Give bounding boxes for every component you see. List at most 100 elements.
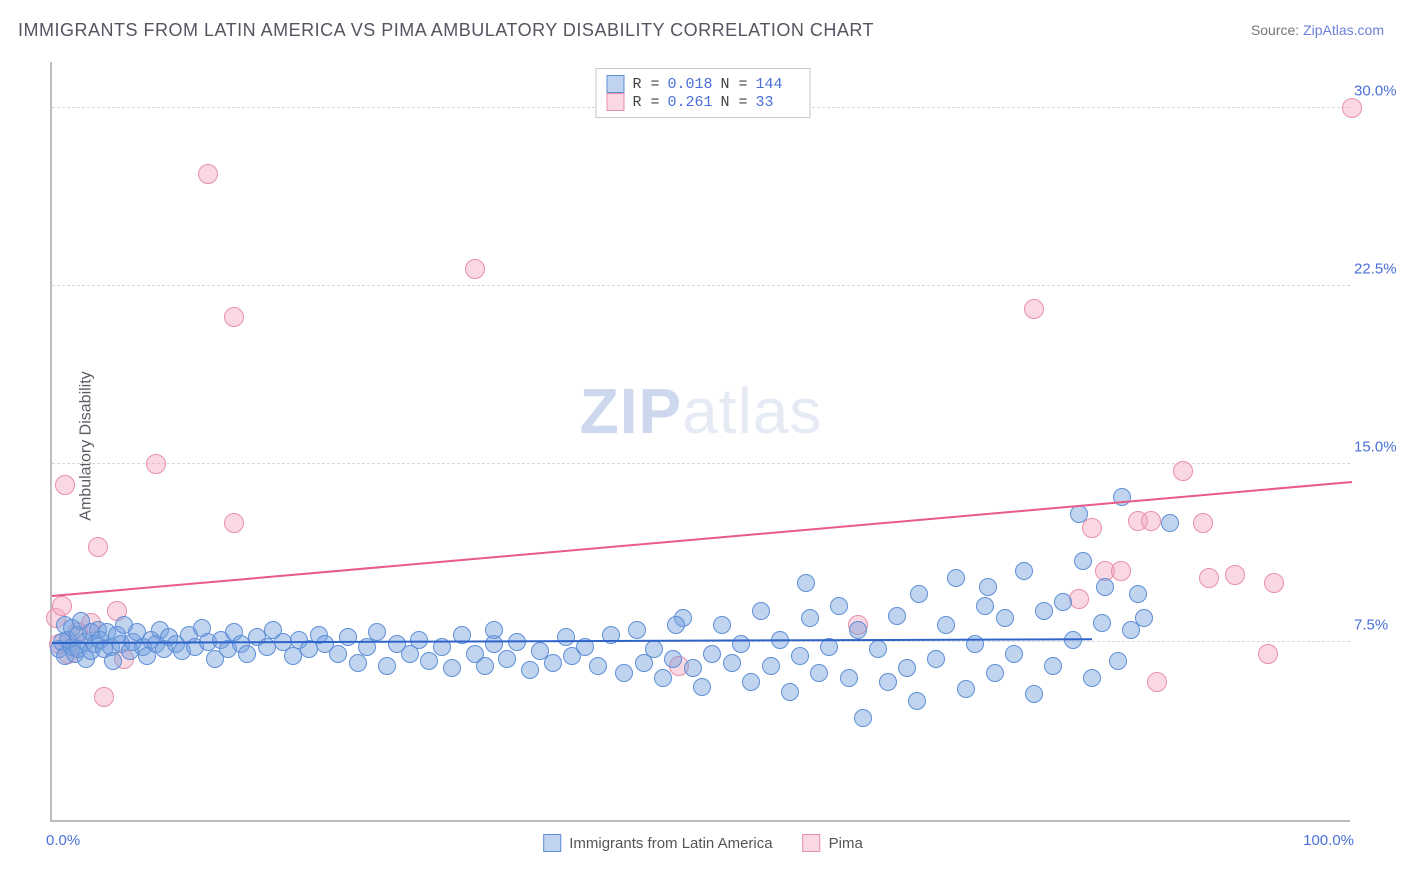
scatter-point xyxy=(879,673,897,691)
scatter-point xyxy=(937,616,955,634)
source-label: Source: xyxy=(1251,22,1303,38)
scatter-point xyxy=(645,640,663,658)
scatter-point xyxy=(752,602,770,620)
swatch-blue xyxy=(543,834,561,852)
plot-area: ZIPatlas 7.5%15.0%22.5%30.0% xyxy=(50,62,1350,822)
scatter-point xyxy=(224,513,244,533)
chart-container: IMMIGRANTS FROM LATIN AMERICA VS PIMA AM… xyxy=(0,0,1406,892)
series-legend: Immigrants from Latin America Pima xyxy=(543,834,863,852)
scatter-point xyxy=(339,628,357,646)
legend-item-pink: Pima xyxy=(803,834,863,852)
scatter-point xyxy=(1258,644,1278,664)
scatter-point xyxy=(1035,602,1053,620)
scatter-point xyxy=(840,669,858,687)
stat-r-pink: 0.261 xyxy=(667,94,712,111)
scatter-point xyxy=(810,664,828,682)
source-attribution: Source: ZipAtlas.com xyxy=(1251,22,1384,38)
scatter-point xyxy=(498,650,516,668)
legend-item-blue: Immigrants from Latin America xyxy=(543,834,772,852)
source-link[interactable]: ZipAtlas.com xyxy=(1303,22,1384,38)
scatter-point xyxy=(667,616,685,634)
scatter-point xyxy=(1173,461,1193,481)
scatter-point xyxy=(1082,518,1102,538)
scatter-point xyxy=(1024,299,1044,319)
stat-n-blue: 144 xyxy=(756,76,800,93)
scatter-point xyxy=(910,585,928,603)
stats-row-pink: R = 0.261 N = 33 xyxy=(606,93,799,111)
scatter-point xyxy=(104,652,122,670)
scatter-point xyxy=(55,475,75,495)
y-tick-label: 30.0% xyxy=(1354,82,1406,99)
watermark: ZIPatlas xyxy=(580,374,823,448)
scatter-point xyxy=(1129,585,1147,603)
scatter-point xyxy=(329,645,347,663)
scatter-point xyxy=(1005,645,1023,663)
scatter-point xyxy=(544,654,562,672)
scatter-point xyxy=(1147,672,1167,692)
chart-title: IMMIGRANTS FROM LATIN AMERICA VS PIMA AM… xyxy=(18,20,874,41)
scatter-point xyxy=(485,621,503,639)
scatter-point xyxy=(1225,565,1245,585)
scatter-point xyxy=(781,683,799,701)
swatch-pink xyxy=(606,93,624,111)
scatter-point xyxy=(628,621,646,639)
scatter-point xyxy=(420,652,438,670)
scatter-point xyxy=(693,678,711,696)
scatter-point xyxy=(986,664,1004,682)
watermark-bold: ZIP xyxy=(580,375,683,447)
y-tick-label: 22.5% xyxy=(1354,260,1406,277)
scatter-point xyxy=(94,687,114,707)
scatter-point xyxy=(410,631,428,649)
x-tick-min: 0.0% xyxy=(46,832,80,849)
scatter-point xyxy=(732,635,750,653)
scatter-point xyxy=(224,307,244,327)
scatter-point xyxy=(713,616,731,634)
scatter-point xyxy=(957,680,975,698)
scatter-point xyxy=(947,569,965,587)
scatter-point xyxy=(723,654,741,672)
scatter-point xyxy=(1161,514,1179,532)
scatter-point xyxy=(791,647,809,665)
scatter-point xyxy=(976,597,994,615)
gridline xyxy=(52,285,1350,286)
scatter-point xyxy=(1109,652,1127,670)
scatter-point xyxy=(849,621,867,639)
scatter-point xyxy=(1093,614,1111,632)
gridline xyxy=(52,463,1350,464)
watermark-light: atlas xyxy=(682,375,822,447)
stat-n-label: N = xyxy=(721,76,748,93)
scatter-point xyxy=(888,607,906,625)
scatter-point xyxy=(654,669,672,687)
scatter-point xyxy=(854,709,872,727)
scatter-point xyxy=(703,645,721,663)
scatter-point xyxy=(88,537,108,557)
scatter-point xyxy=(368,623,386,641)
scatter-point xyxy=(1074,552,1092,570)
scatter-point xyxy=(589,657,607,675)
legend-label-blue: Immigrants from Latin America xyxy=(569,835,772,852)
scatter-point xyxy=(664,650,682,668)
scatter-point xyxy=(198,164,218,184)
scatter-point xyxy=(797,574,815,592)
scatter-point xyxy=(1111,561,1131,581)
legend-label-pink: Pima xyxy=(829,835,863,852)
x-tick-max: 100.0% xyxy=(1303,832,1354,849)
scatter-point xyxy=(476,657,494,675)
scatter-point xyxy=(146,454,166,474)
scatter-point xyxy=(908,692,926,710)
stat-r-label: R = xyxy=(632,94,659,111)
scatter-point xyxy=(830,597,848,615)
scatter-point xyxy=(869,640,887,658)
scatter-point xyxy=(615,664,633,682)
trend-line xyxy=(52,481,1352,597)
scatter-point xyxy=(898,659,916,677)
scatter-point xyxy=(1199,568,1219,588)
scatter-point xyxy=(1141,511,1161,531)
scatter-point xyxy=(1044,657,1062,675)
stat-r-blue: 0.018 xyxy=(667,76,712,93)
stat-n-pink: 33 xyxy=(756,94,788,111)
scatter-point xyxy=(1193,513,1213,533)
scatter-point xyxy=(1122,621,1140,639)
scatter-point xyxy=(238,645,256,663)
scatter-point xyxy=(1264,573,1284,593)
